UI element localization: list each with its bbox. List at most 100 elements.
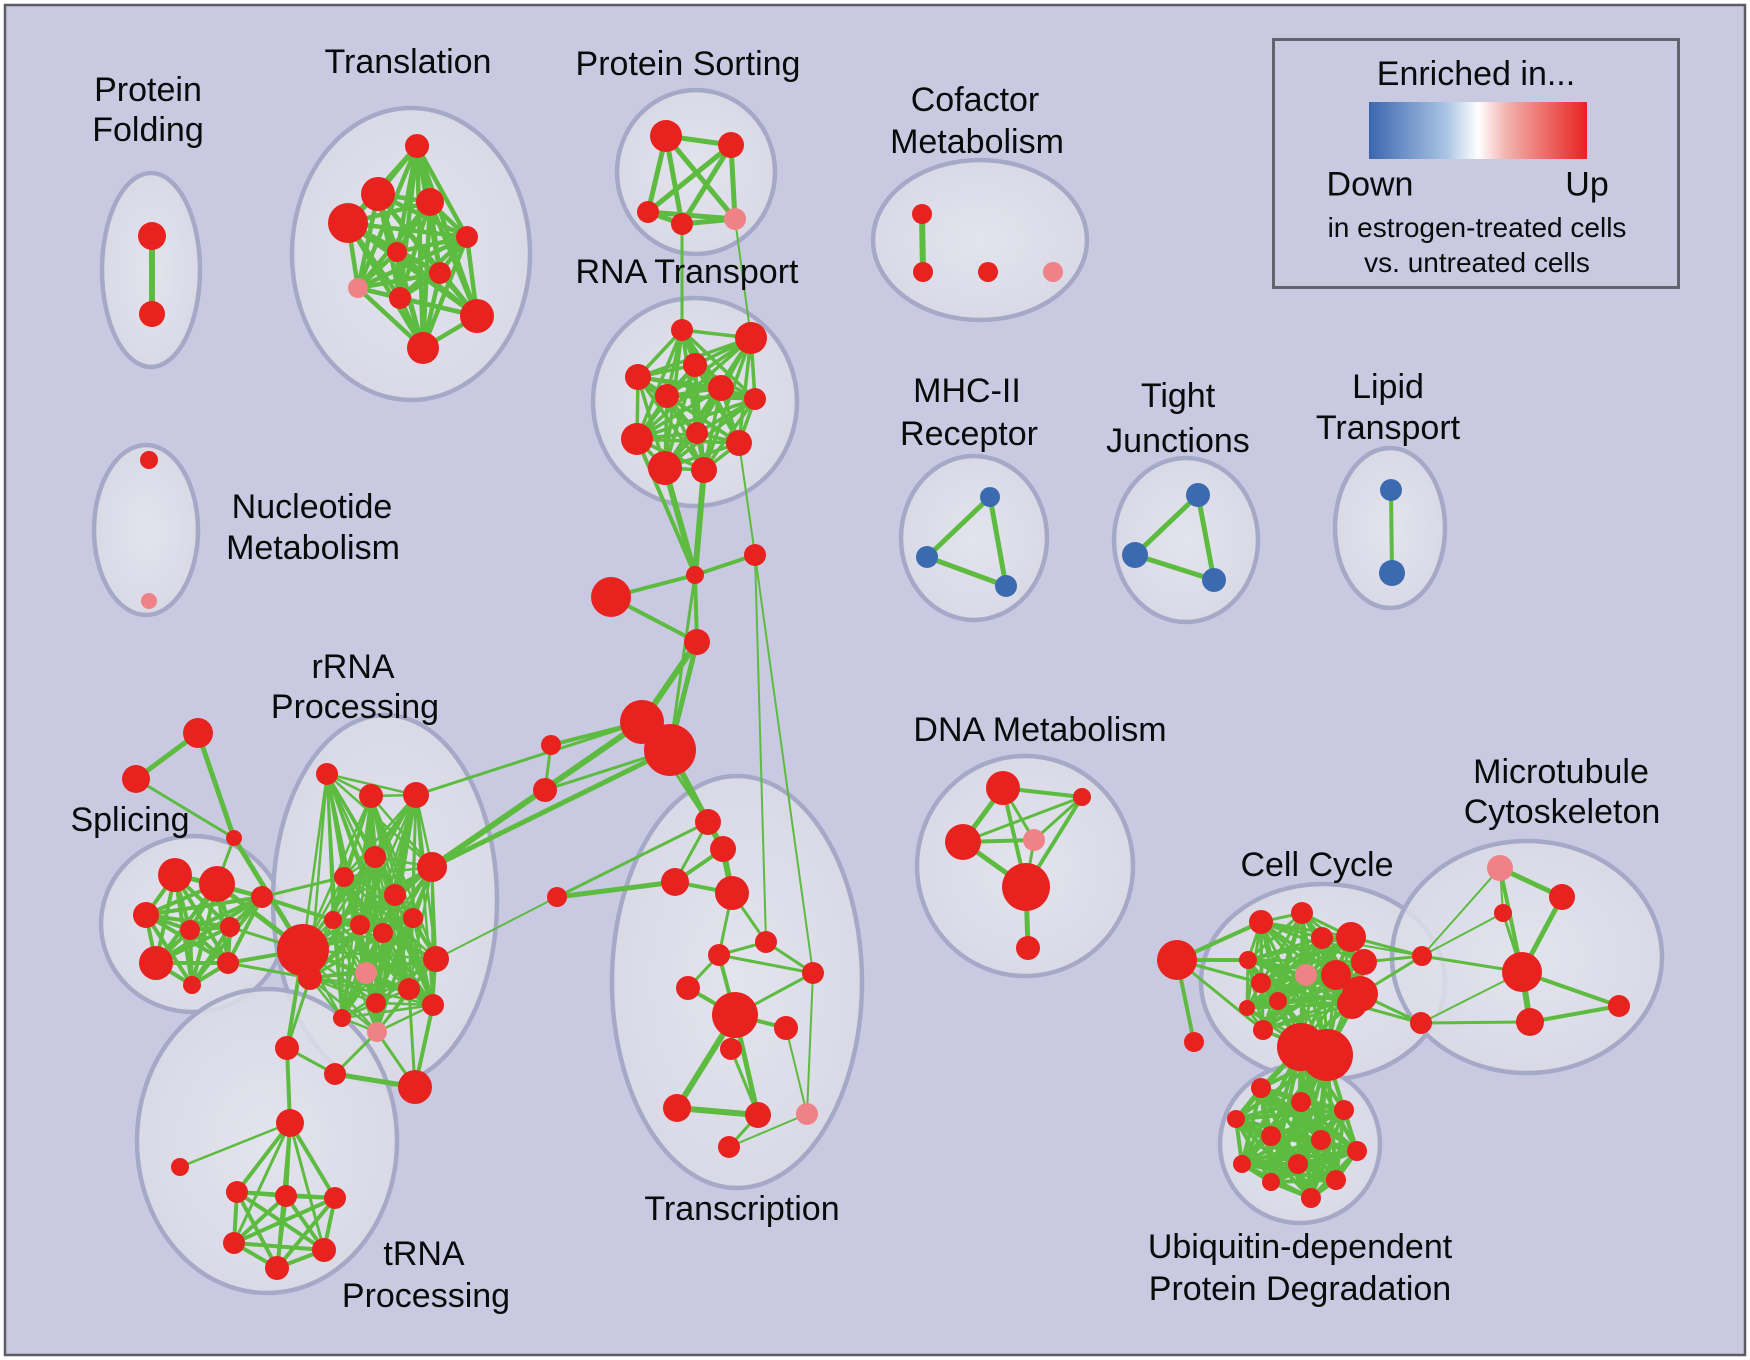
node-tx9[interactable] (802, 962, 824, 984)
node-y15[interactable] (1253, 1020, 1273, 1040)
node-s8[interactable] (220, 917, 240, 937)
node-mt2[interactable] (1549, 884, 1575, 910)
node-r2[interactable] (735, 322, 767, 354)
node-u11[interactable] (1262, 1173, 1280, 1191)
node-y1[interactable] (1157, 940, 1197, 980)
node-mt6[interactable] (1608, 995, 1630, 1017)
node-r8[interactable] (686, 422, 708, 444)
node-s6[interactable] (133, 902, 159, 928)
node-p1[interactable] (650, 120, 682, 152)
node-rr13[interactable] (423, 946, 449, 972)
node-rr4[interactable] (364, 846, 386, 868)
node-s5[interactable] (199, 866, 235, 902)
node-rr17[interactable] (422, 994, 444, 1016)
node-r6[interactable] (708, 375, 734, 401)
node-tx1[interactable] (695, 809, 721, 835)
node-l2[interactable] (1379, 560, 1405, 586)
node-c2[interactable] (913, 262, 933, 282)
node-y2[interactable] (1249, 910, 1273, 934)
node-pf2[interactable] (139, 301, 165, 327)
node-tj3[interactable] (1202, 568, 1226, 592)
node-r4[interactable] (625, 364, 651, 390)
node-rr10[interactable] (373, 923, 393, 943)
node-tx3[interactable] (661, 868, 689, 896)
node-rr18[interactable] (333, 1009, 351, 1027)
node-rr7[interactable] (384, 884, 406, 906)
node-y11[interactable] (1239, 1000, 1255, 1016)
node-rr16[interactable] (366, 993, 386, 1013)
node-h2[interactable] (275, 1185, 297, 1207)
node-t10[interactable] (460, 299, 494, 333)
node-r5[interactable] (655, 384, 679, 408)
node-tx15[interactable] (718, 1136, 740, 1158)
node-pf1[interactable] (138, 222, 166, 250)
node-m2[interactable] (916, 546, 938, 568)
node-u2[interactable] (1291, 1092, 1311, 1112)
node-u6[interactable] (1311, 1130, 1331, 1150)
node-d5[interactable] (1002, 863, 1050, 911)
node-mt5[interactable] (1516, 1008, 1544, 1036)
node-d6[interactable] (1016, 936, 1040, 960)
node-tc1[interactable] (276, 1109, 304, 1137)
node-tj2[interactable] (1122, 542, 1148, 568)
node-q2[interactable] (533, 778, 557, 802)
node-tx10[interactable] (774, 1016, 798, 1040)
node-r1[interactable] (671, 319, 693, 341)
node-y8[interactable] (1239, 951, 1257, 969)
node-b2[interactable] (324, 1063, 346, 1085)
node-s2[interactable] (122, 765, 150, 793)
node-u1[interactable] (1251, 1078, 1271, 1098)
node-rr12[interactable] (298, 966, 322, 990)
node-j3[interactable] (591, 577, 631, 617)
node-tx11[interactable] (720, 1038, 742, 1060)
node-r7[interactable] (744, 388, 766, 410)
node-hubB[interactable] (644, 724, 696, 776)
node-t7[interactable] (429, 262, 451, 284)
node-t2[interactable] (361, 177, 395, 211)
node-rr8[interactable] (324, 911, 342, 929)
node-rr14[interactable] (355, 962, 377, 984)
node-mt1[interactable] (1487, 855, 1513, 881)
node-d3[interactable] (945, 824, 981, 860)
node-rr3[interactable] (403, 782, 429, 808)
node-rr2[interactable] (359, 784, 383, 808)
node-d1[interactable] (986, 771, 1020, 805)
node-y14[interactable] (1337, 989, 1367, 1019)
node-d4[interactable] (1023, 829, 1045, 851)
node-y5[interactable] (1336, 922, 1366, 952)
node-s7[interactable] (180, 920, 200, 940)
node-t3[interactable] (416, 188, 444, 216)
node-p2[interactable] (718, 132, 744, 158)
node-m3[interactable] (995, 575, 1017, 597)
node-y3[interactable] (1291, 902, 1313, 924)
node-r9[interactable] (621, 423, 653, 455)
node-u10[interactable] (1326, 1170, 1346, 1190)
node-r10[interactable] (726, 430, 752, 456)
node-mtB[interactable] (1502, 952, 1542, 992)
node-l1[interactable] (1380, 479, 1402, 501)
node-r3[interactable] (683, 353, 707, 377)
node-y4[interactable] (1311, 927, 1333, 949)
node-u7[interactable] (1347, 1141, 1367, 1161)
node-x2[interactable] (1410, 1012, 1432, 1034)
node-yG2[interactable] (1301, 1029, 1353, 1081)
node-s10[interactable] (139, 946, 173, 980)
node-c3[interactable] (978, 262, 998, 282)
node-q1[interactable] (541, 735, 561, 755)
node-j2[interactable] (744, 544, 766, 566)
node-y12[interactable] (1321, 960, 1351, 990)
node-tx14[interactable] (796, 1103, 818, 1125)
node-b3[interactable] (398, 1070, 432, 1104)
node-p4[interactable] (671, 213, 693, 235)
node-s4[interactable] (158, 858, 192, 892)
node-txB[interactable] (712, 992, 758, 1038)
node-rr5[interactable] (417, 852, 447, 882)
node-s9[interactable] (251, 886, 273, 908)
node-h4[interactable] (223, 1232, 245, 1254)
node-u4[interactable] (1227, 1110, 1245, 1128)
node-s3[interactable] (226, 830, 242, 846)
node-t1[interactable] (405, 134, 429, 158)
node-rr15[interactable] (398, 978, 420, 1000)
node-h1[interactable] (226, 1181, 248, 1203)
node-tx6[interactable] (708, 944, 730, 966)
